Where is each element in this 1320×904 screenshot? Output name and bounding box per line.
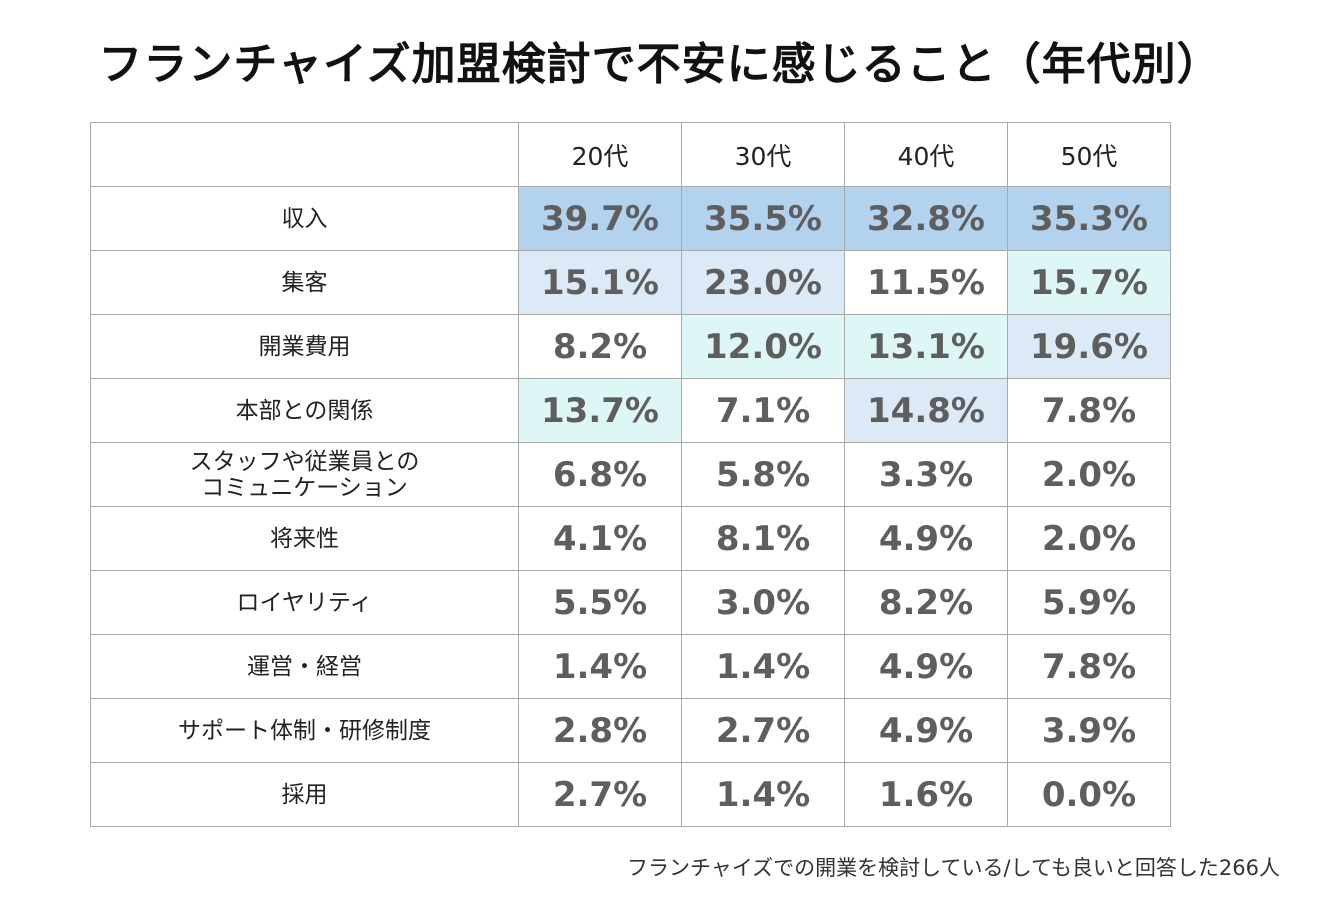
table-row: 運営・経営 1.4% 1.4% 4.9% 7.8% [90, 634, 1171, 699]
row-label: 集客 [90, 250, 519, 315]
value-cell: 8.1% [681, 506, 845, 571]
value-cell: 32.8% [844, 186, 1008, 251]
value-cell: 35.5% [681, 186, 845, 251]
table-row: サポート体制・研修制度 2.8% 2.7% 4.9% 3.9% [90, 698, 1171, 763]
value-cell: 3.0% [681, 570, 845, 635]
value-cell: 2.8% [518, 698, 682, 763]
value-cell: 1.4% [681, 762, 845, 827]
row-label: サポート体制・研修制度 [90, 698, 519, 763]
value-cell: 15.7% [1007, 250, 1171, 315]
table-row: 開業費用 8.2% 12.0% 13.1% 19.6% [90, 314, 1171, 379]
row-label: 将来性 [90, 506, 519, 571]
value-cell: 2.0% [1007, 506, 1171, 571]
column-header-20s: 20代 [518, 122, 682, 187]
value-cell: 23.0% [681, 250, 845, 315]
value-cell: 4.9% [844, 506, 1008, 571]
row-label: 開業費用 [90, 314, 519, 379]
table-row: スタッフや従業員との コミュニケーション 6.8% 5.8% 3.3% 2.0% [90, 442, 1171, 507]
value-cell: 4.1% [518, 506, 682, 571]
value-cell: 11.5% [844, 250, 1008, 315]
value-cell: 2.7% [518, 762, 682, 827]
column-header-30s: 30代 [681, 122, 845, 187]
value-cell: 2.7% [681, 698, 845, 763]
table-row: 採用 2.7% 1.4% 1.6% 0.0% [90, 762, 1171, 827]
table-row: 将来性 4.1% 8.1% 4.9% 2.0% [90, 506, 1171, 571]
value-cell: 13.1% [844, 314, 1008, 379]
column-header-50s: 50代 [1007, 122, 1171, 187]
table-row: 集客 15.1% 23.0% 11.5% 15.7% [90, 250, 1171, 315]
value-cell: 7.1% [681, 378, 845, 443]
table-row: ロイヤリティ 5.5% 3.0% 8.2% 5.9% [90, 570, 1171, 635]
value-cell: 2.0% [1007, 442, 1171, 507]
header-row: 20代 30代 40代 50代 [90, 122, 1171, 187]
footnote: フランチャイズでの開業を検討している/しても良いと回答した266人 [626, 856, 1280, 880]
table-row: 収入 39.7% 35.5% 32.8% 35.3% [90, 186, 1171, 251]
data-table: 20代 30代 40代 50代 収入 39.7% 35.5% 32.8% 35.3% 集客… [90, 122, 1171, 827]
row-label: 採用 [90, 762, 519, 827]
value-cell: 1.4% [681, 634, 845, 699]
value-cell: 19.6% [1007, 314, 1171, 379]
value-cell: 13.7% [518, 378, 682, 443]
column-header-40s: 40代 [844, 122, 1008, 187]
value-cell: 8.2% [518, 314, 682, 379]
value-cell: 1.4% [518, 634, 682, 699]
value-cell: 7.8% [1007, 634, 1171, 699]
value-cell: 0.0% [1007, 762, 1171, 827]
table-body: 収入 39.7% 35.5% 32.8% 35.3% 集客 15.1% 23.0% 11.5% 1… [90, 186, 1171, 827]
chart-title: フランチャイズ加盟検討で不安に感じること（年代別） [98, 39, 1222, 90]
value-cell: 5.5% [518, 570, 682, 635]
row-label: スタッフや従業員との コミュニケーション [90, 442, 519, 507]
row-label: 収入 [90, 186, 519, 251]
row-label: 本部との関係 [90, 378, 519, 443]
value-cell: 3.9% [1007, 698, 1171, 763]
value-cell: 5.8% [681, 442, 845, 507]
row-label: ロイヤリティ [90, 570, 519, 635]
value-cell: 14.8% [844, 378, 1008, 443]
value-cell: 39.7% [518, 186, 682, 251]
value-cell: 6.8% [518, 442, 682, 507]
value-cell: 5.9% [1007, 570, 1171, 635]
value-cell: 4.9% [844, 698, 1008, 763]
value-cell: 15.1% [518, 250, 682, 315]
table-row: 本部との関係 13.7% 7.1% 14.8% 7.8% [90, 378, 1171, 443]
value-cell: 4.9% [844, 634, 1008, 699]
value-cell: 35.3% [1007, 186, 1171, 251]
value-cell: 1.6% [844, 762, 1008, 827]
value-cell: 8.2% [844, 570, 1008, 635]
row-label: 運営・経営 [90, 634, 519, 699]
value-cell: 3.3% [844, 442, 1008, 507]
value-cell: 7.8% [1007, 378, 1171, 443]
value-cell: 12.0% [681, 314, 845, 379]
corner-cell [90, 122, 519, 187]
